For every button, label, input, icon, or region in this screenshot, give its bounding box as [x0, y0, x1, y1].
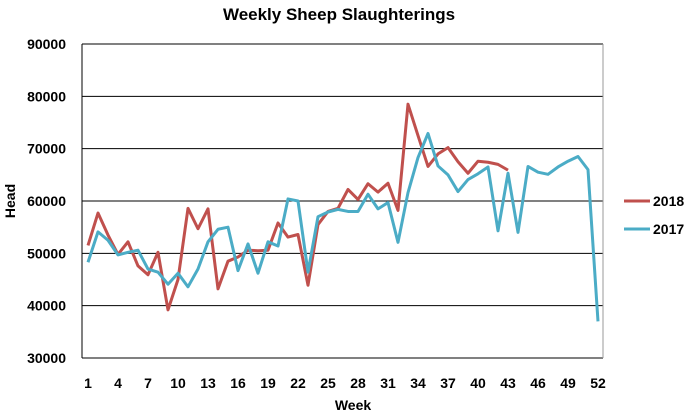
series-line-2018: [86, 102, 509, 312]
x-tick-label: 4: [114, 375, 122, 391]
y-axis-label: Head: [2, 184, 18, 218]
y-tick-label: 60000: [27, 193, 66, 209]
x-tick-label: 40: [470, 375, 486, 391]
x-tick-label: 49: [560, 375, 576, 391]
legend-label-2017: 2017: [653, 221, 684, 237]
x-tick-label: 31: [380, 375, 396, 391]
x-tick-label: 1: [84, 375, 92, 391]
x-tick-label: 19: [260, 375, 276, 391]
x-tick-label: 7: [144, 375, 152, 391]
x-tick-label: 52: [590, 375, 606, 391]
y-tick-label: 80000: [27, 88, 66, 104]
x-axis-label: Week: [335, 397, 372, 413]
y-tick-label: 70000: [27, 141, 66, 157]
x-tick-label: 28: [350, 375, 366, 391]
legend-label-2018: 2018: [653, 193, 684, 209]
y-tick-label: 50000: [27, 245, 66, 261]
x-tick-label: 25: [320, 375, 336, 391]
x-tick-label: 13: [200, 375, 216, 391]
x-tick-label: 46: [530, 375, 546, 391]
y-tick-label: 30000: [27, 350, 66, 366]
x-tick-label: 10: [170, 375, 186, 391]
chart-title: Weekly Sheep Slaughterings: [223, 5, 455, 24]
x-tick-label: 34: [410, 375, 426, 391]
x-tick-label: 16: [230, 375, 246, 391]
x-tick-label: 43: [500, 375, 516, 391]
x-tick-label: 22: [290, 375, 306, 391]
x-tick-label: 37: [440, 375, 456, 391]
y-tick-label: 40000: [27, 298, 66, 314]
y-tick-label: 90000: [27, 36, 66, 52]
series-line-2017: [86, 131, 600, 322]
